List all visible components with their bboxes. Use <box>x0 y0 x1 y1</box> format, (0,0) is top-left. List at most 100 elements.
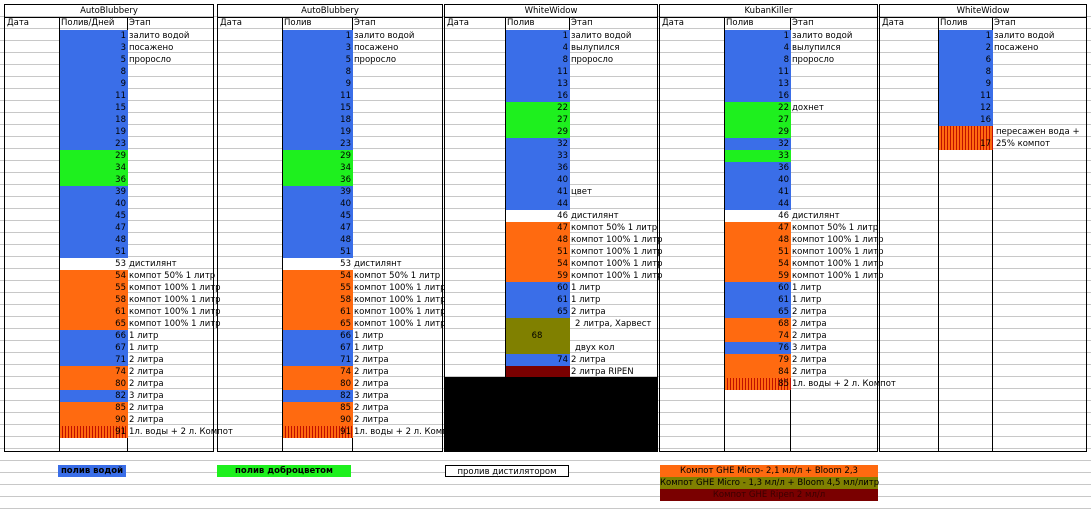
watering-day-cell[interactable]: 17 <box>939 138 993 150</box>
watering-day-cell[interactable]: 61 <box>725 294 791 306</box>
watering-day-cell[interactable]: 34 <box>283 162 353 174</box>
stage-cell[interactable] <box>127 138 129 150</box>
watering-day-cell[interactable]: 59 <box>725 270 791 282</box>
watering-day-cell[interactable]: 13 <box>506 78 570 90</box>
stage-cell[interactable]: вылупился <box>792 43 841 53</box>
watering-day-cell[interactable]: 16 <box>725 90 791 102</box>
stage-cell[interactable]: залито водой <box>994 31 1055 41</box>
watering-day-cell[interactable]: 40 <box>725 174 791 186</box>
stage-cell[interactable]: 3 литра <box>354 391 389 401</box>
watering-day-cell[interactable]: 13 <box>725 78 791 90</box>
stage-cell[interactable] <box>569 102 571 114</box>
stage-cell[interactable] <box>790 114 792 126</box>
stage-cell[interactable]: 2 литра <box>354 367 389 377</box>
stage-cell[interactable] <box>569 66 571 78</box>
stage-cell[interactable] <box>569 138 571 150</box>
watering-day-cell[interactable]: 29 <box>283 150 353 162</box>
watering-day-cell[interactable]: 15 <box>60 102 128 114</box>
watering-day-cell[interactable]: 22 <box>506 102 570 114</box>
stage-cell[interactable]: компот 100% 1 литр <box>129 307 221 317</box>
watering-day-cell[interactable]: 54 <box>725 258 791 270</box>
watering-day-cell[interactable]: 32 <box>506 138 570 150</box>
stage-cell[interactable] <box>352 138 354 150</box>
stage-cell[interactable]: 1 литр <box>354 343 384 353</box>
watering-day-cell[interactable]: 91 <box>283 426 353 438</box>
watering-day-cell[interactable]: 6 <box>939 54 993 66</box>
watering-day-cell[interactable]: 19 <box>60 126 128 138</box>
watering-day-cell[interactable]: 3 <box>60 42 128 54</box>
stage-cell[interactable]: 1 литр <box>792 295 822 305</box>
stage-cell[interactable] <box>790 66 792 78</box>
watering-day-cell[interactable]: 5 <box>283 54 353 66</box>
stage-cell[interactable] <box>569 126 571 138</box>
stage-cell[interactable]: залито водой <box>792 31 853 41</box>
stage-cell[interactable] <box>352 210 354 222</box>
watering-day-cell[interactable]: 39 <box>60 186 128 198</box>
watering-day-cell[interactable]: 61 <box>506 294 570 306</box>
stage-cell[interactable]: компот 100% 1 литр <box>792 259 884 269</box>
watering-day-cell[interactable]: 58 <box>283 294 353 306</box>
watering-day-cell[interactable]: 55 <box>283 282 353 294</box>
stage-cell[interactable] <box>127 114 129 126</box>
watering-day-cell[interactable]: 34 <box>60 162 128 174</box>
stage-cell[interactable]: пересажен вода + <box>996 127 1080 137</box>
watering-day-cell[interactable]: 59 <box>506 270 570 282</box>
watering-day-cell[interactable]: 90 <box>283 414 353 426</box>
watering-day-cell[interactable]: 54 <box>60 270 128 282</box>
watering-day-cell[interactable]: 16 <box>939 114 993 126</box>
watering-day-cell[interactable]: 53 <box>60 258 128 270</box>
stage-cell[interactable]: 2 литра <box>129 415 164 425</box>
watering-day-cell[interactable]: 22 <box>725 102 791 114</box>
watering-day-cell[interactable]: 18 <box>60 114 128 126</box>
stage-cell[interactable] <box>127 78 129 90</box>
watering-day-cell[interactable]: 29 <box>506 126 570 138</box>
stage-cell[interactable] <box>790 150 792 162</box>
watering-day-cell[interactable]: 23 <box>283 138 353 150</box>
stage-cell[interactable] <box>127 186 129 198</box>
stage-cell[interactable] <box>992 90 994 102</box>
stage-cell[interactable] <box>127 246 129 258</box>
watering-day-cell[interactable]: 44 <box>506 198 570 210</box>
stage-cell[interactable]: 2 литра <box>354 403 389 413</box>
watering-day-cell[interactable] <box>506 366 570 378</box>
stage-cell[interactable]: 1 литр <box>571 283 601 293</box>
watering-day-cell[interactable]: 45 <box>60 210 128 222</box>
stage-cell[interactable]: 2 литра <box>354 379 389 389</box>
watering-day-cell[interactable]: 9 <box>283 78 353 90</box>
watering-day-cell[interactable]: 15 <box>283 102 353 114</box>
stage-cell[interactable] <box>569 174 571 186</box>
watering-day-cell[interactable]: 46 <box>506 210 570 222</box>
stage-cell[interactable]: компот 100% 1 литр <box>354 295 446 305</box>
stage-cell[interactable] <box>352 186 354 198</box>
watering-day-cell[interactable]: 12 <box>939 102 993 114</box>
stage-cell[interactable] <box>127 210 129 222</box>
stage-cell[interactable] <box>790 126 792 138</box>
watering-day-cell[interactable]: 33 <box>506 150 570 162</box>
watering-day-cell[interactable]: 91 <box>60 426 128 438</box>
stage-cell[interactable] <box>127 198 129 210</box>
watering-day-cell[interactable]: 4 <box>506 42 570 54</box>
stage-cell[interactable] <box>352 246 354 258</box>
stage-cell[interactable] <box>790 138 792 150</box>
watering-day-cell[interactable]: 11 <box>939 90 993 102</box>
stage-cell[interactable]: залито водой <box>571 31 632 41</box>
stage-cell[interactable]: 2 литра <box>792 367 827 377</box>
watering-day-cell[interactable]: 60 <box>725 282 791 294</box>
stage-cell[interactable]: дистилянт <box>571 211 619 221</box>
watering-day-cell[interactable]: 47 <box>283 222 353 234</box>
stage-cell[interactable]: 3 литра <box>129 391 164 401</box>
watering-day-cell[interactable]: 51 <box>725 246 791 258</box>
watering-day-cell[interactable]: 36 <box>60 174 128 186</box>
stage-cell[interactable]: 1л. воды + 2 л. Компот <box>354 427 458 437</box>
stage-cell[interactable]: 2 литра <box>354 355 389 365</box>
watering-day-cell[interactable]: 54 <box>283 270 353 282</box>
stage-cell[interactable]: 2 литра RIPEN <box>571 367 634 377</box>
watering-day-cell[interactable]: 65 <box>283 318 353 330</box>
watering-day-cell[interactable]: 18 <box>283 114 353 126</box>
stage-cell[interactable]: проросло <box>792 55 835 65</box>
watering-day-cell[interactable]: 47 <box>60 222 128 234</box>
stage-cell[interactable] <box>569 90 571 102</box>
stage-cell[interactable] <box>790 198 792 210</box>
stage-cell[interactable] <box>127 66 129 78</box>
watering-day-cell[interactable]: 40 <box>283 198 353 210</box>
